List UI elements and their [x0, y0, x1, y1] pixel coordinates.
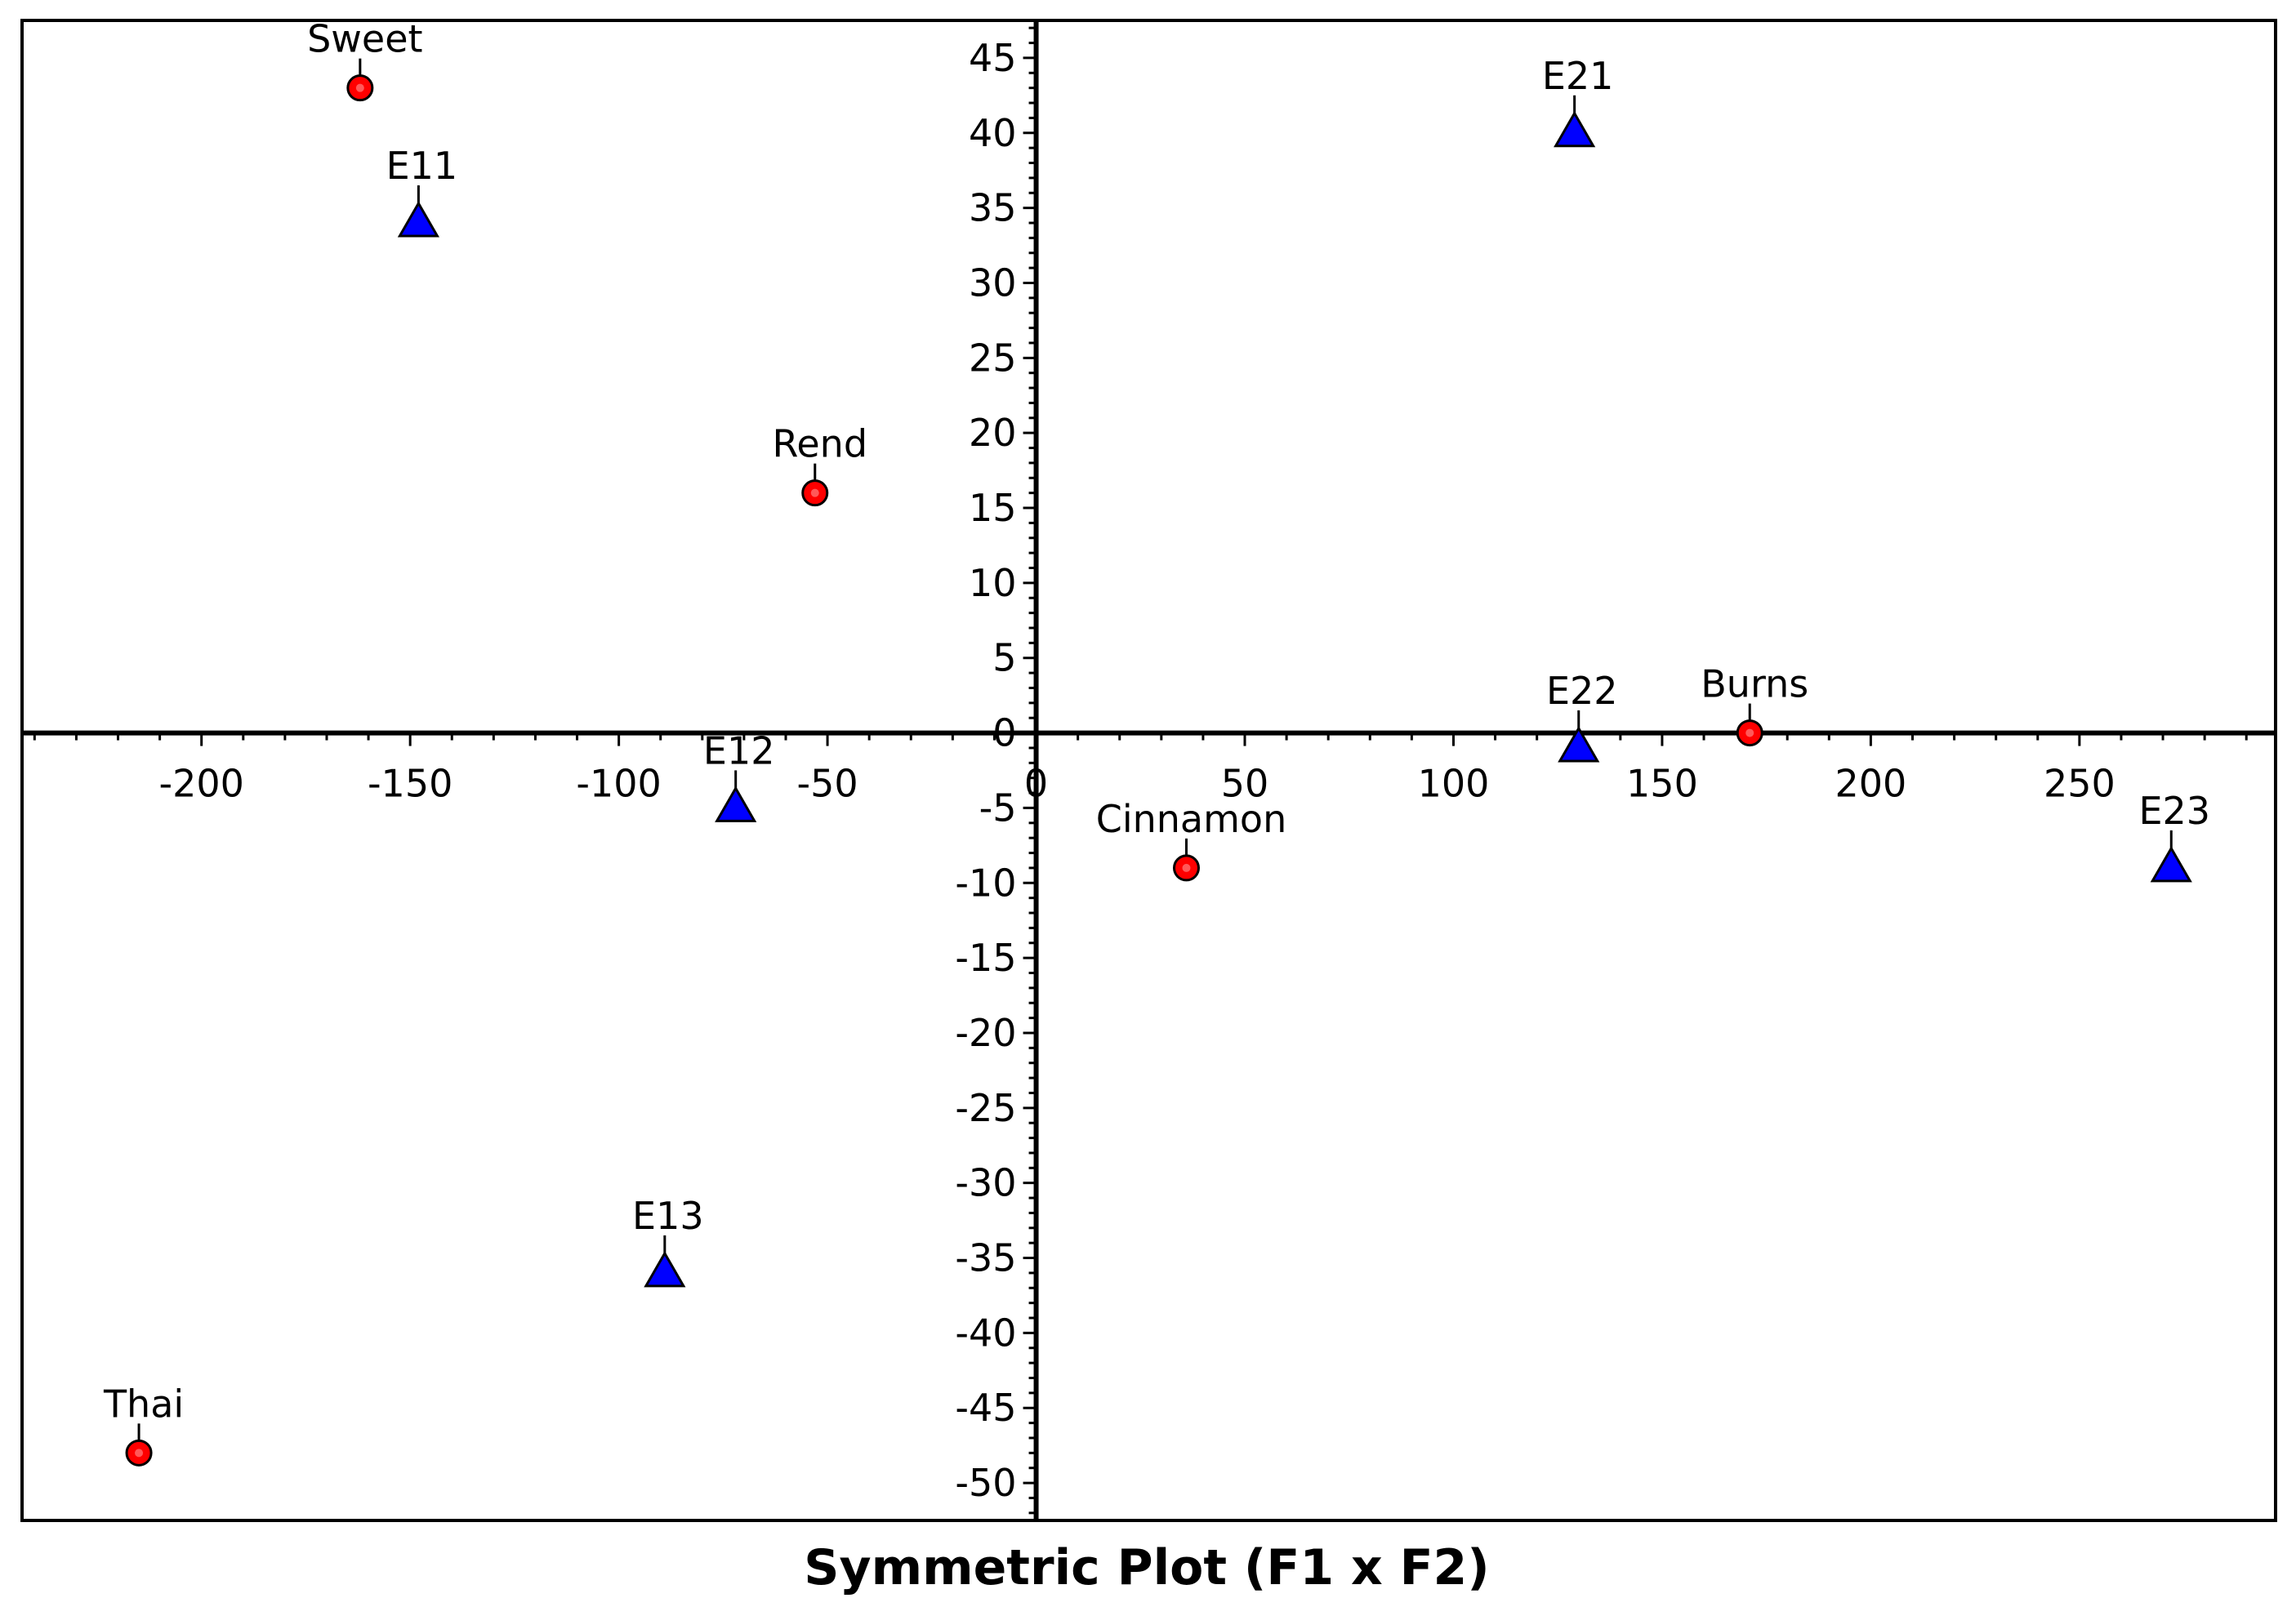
circle-marker [1736, 719, 1763, 747]
y-tick-label: -5 [979, 786, 1017, 830]
marker-highlight [810, 488, 819, 497]
y-tick-label: -25 [955, 1086, 1016, 1130]
x-tick-label: -50 [797, 762, 858, 806]
triangle-marker [397, 200, 439, 238]
y-tick-label: 15 [969, 486, 1017, 530]
data-points: Sweet Rend Burns Cinnamon Thai E11 E21 E12 E22 E2… [103, 17, 2210, 1467]
y-tick-label: 40 [969, 111, 1017, 155]
x-tick-label: 100 [1418, 762, 1490, 806]
marker-highlight [1182, 863, 1191, 872]
marker-highlight [1745, 728, 1754, 737]
circle-marker [1172, 854, 1200, 882]
plot-frame [20, 19, 2277, 1522]
point-label: Rend [772, 422, 867, 466]
x-tick-label: 150 [1626, 762, 1698, 806]
data-point-e12: E12 [703, 728, 775, 822]
triangle-marker [1558, 725, 1600, 763]
data-point-cinnamon: Cinnamon [1096, 797, 1287, 882]
point-label: Thai [103, 1382, 184, 1426]
triangle-marker [2150, 845, 2192, 883]
y-tick-label: -15 [955, 936, 1016, 980]
point-label: E13 [632, 1194, 704, 1238]
point-label: E22 [1546, 669, 1618, 713]
chart-title: Symmetric Plot (F1 x F2) [804, 1539, 1489, 1596]
x-tick-label: 250 [2044, 762, 2115, 806]
point-label: Sweet [307, 17, 422, 61]
y-tick-label: 5 [992, 636, 1016, 680]
x-tick-label: -150 [368, 762, 453, 806]
y-tick-label: 35 [969, 186, 1017, 230]
data-point-burns: Burns [1701, 662, 1808, 747]
point-label: Burns [1701, 662, 1808, 706]
data-point-rend: Rend [772, 422, 867, 507]
circle-marker [125, 1439, 153, 1467]
circle-marker [801, 479, 829, 507]
y-tick-label: -50 [955, 1461, 1016, 1505]
y-tick-label: 10 [969, 561, 1017, 605]
triangle-marker [1554, 110, 1596, 148]
circle-marker [346, 74, 374, 102]
x-tick-label: 0 [1024, 762, 1048, 806]
point-label: E11 [386, 144, 458, 188]
y-tick-label: -40 [955, 1311, 1016, 1355]
point-label: E21 [1542, 54, 1614, 98]
data-point-e13: E13 [632, 1194, 704, 1288]
x-tick-label: -200 [158, 762, 243, 806]
axes [22, 20, 2276, 1520]
data-point-e22: E22 [1546, 669, 1618, 763]
data-point-sweet: Sweet [307, 17, 423, 102]
y-tick-label: 0 [992, 711, 1016, 755]
data-point-e23: E23 [2138, 789, 2210, 883]
y-tick-label: -10 [955, 861, 1016, 905]
x-tick-label: 50 [1221, 762, 1269, 806]
y-tick-label: -45 [955, 1386, 1016, 1430]
ticks: -200 -150 -100 -50 0 50 100 150 200 2504540353025… [33, 26, 2248, 1515]
x-tick-label: -100 [576, 762, 661, 806]
point-label: Cinnamon [1096, 797, 1287, 841]
y-tick-label: 25 [969, 336, 1017, 380]
data-point-e11: E11 [386, 144, 458, 238]
data-point-e21: E21 [1542, 54, 1614, 148]
point-label: E12 [703, 728, 775, 772]
y-tick-label: 45 [969, 36, 1017, 80]
y-tick-label: 30 [969, 260, 1017, 305]
y-tick-label: -30 [955, 1161, 1016, 1205]
point-label: E23 [2138, 789, 2210, 833]
marker-highlight [355, 83, 364, 92]
marker-highlight [135, 1449, 144, 1458]
triangle-marker [644, 1250, 686, 1288]
y-tick-label: 20 [969, 411, 1017, 455]
data-point-thai: Thai [103, 1382, 184, 1467]
y-tick-label: -35 [955, 1236, 1016, 1280]
x-tick-label: 200 [1835, 762, 1906, 806]
y-tick-label: -20 [955, 1011, 1016, 1055]
triangle-marker [715, 786, 757, 822]
